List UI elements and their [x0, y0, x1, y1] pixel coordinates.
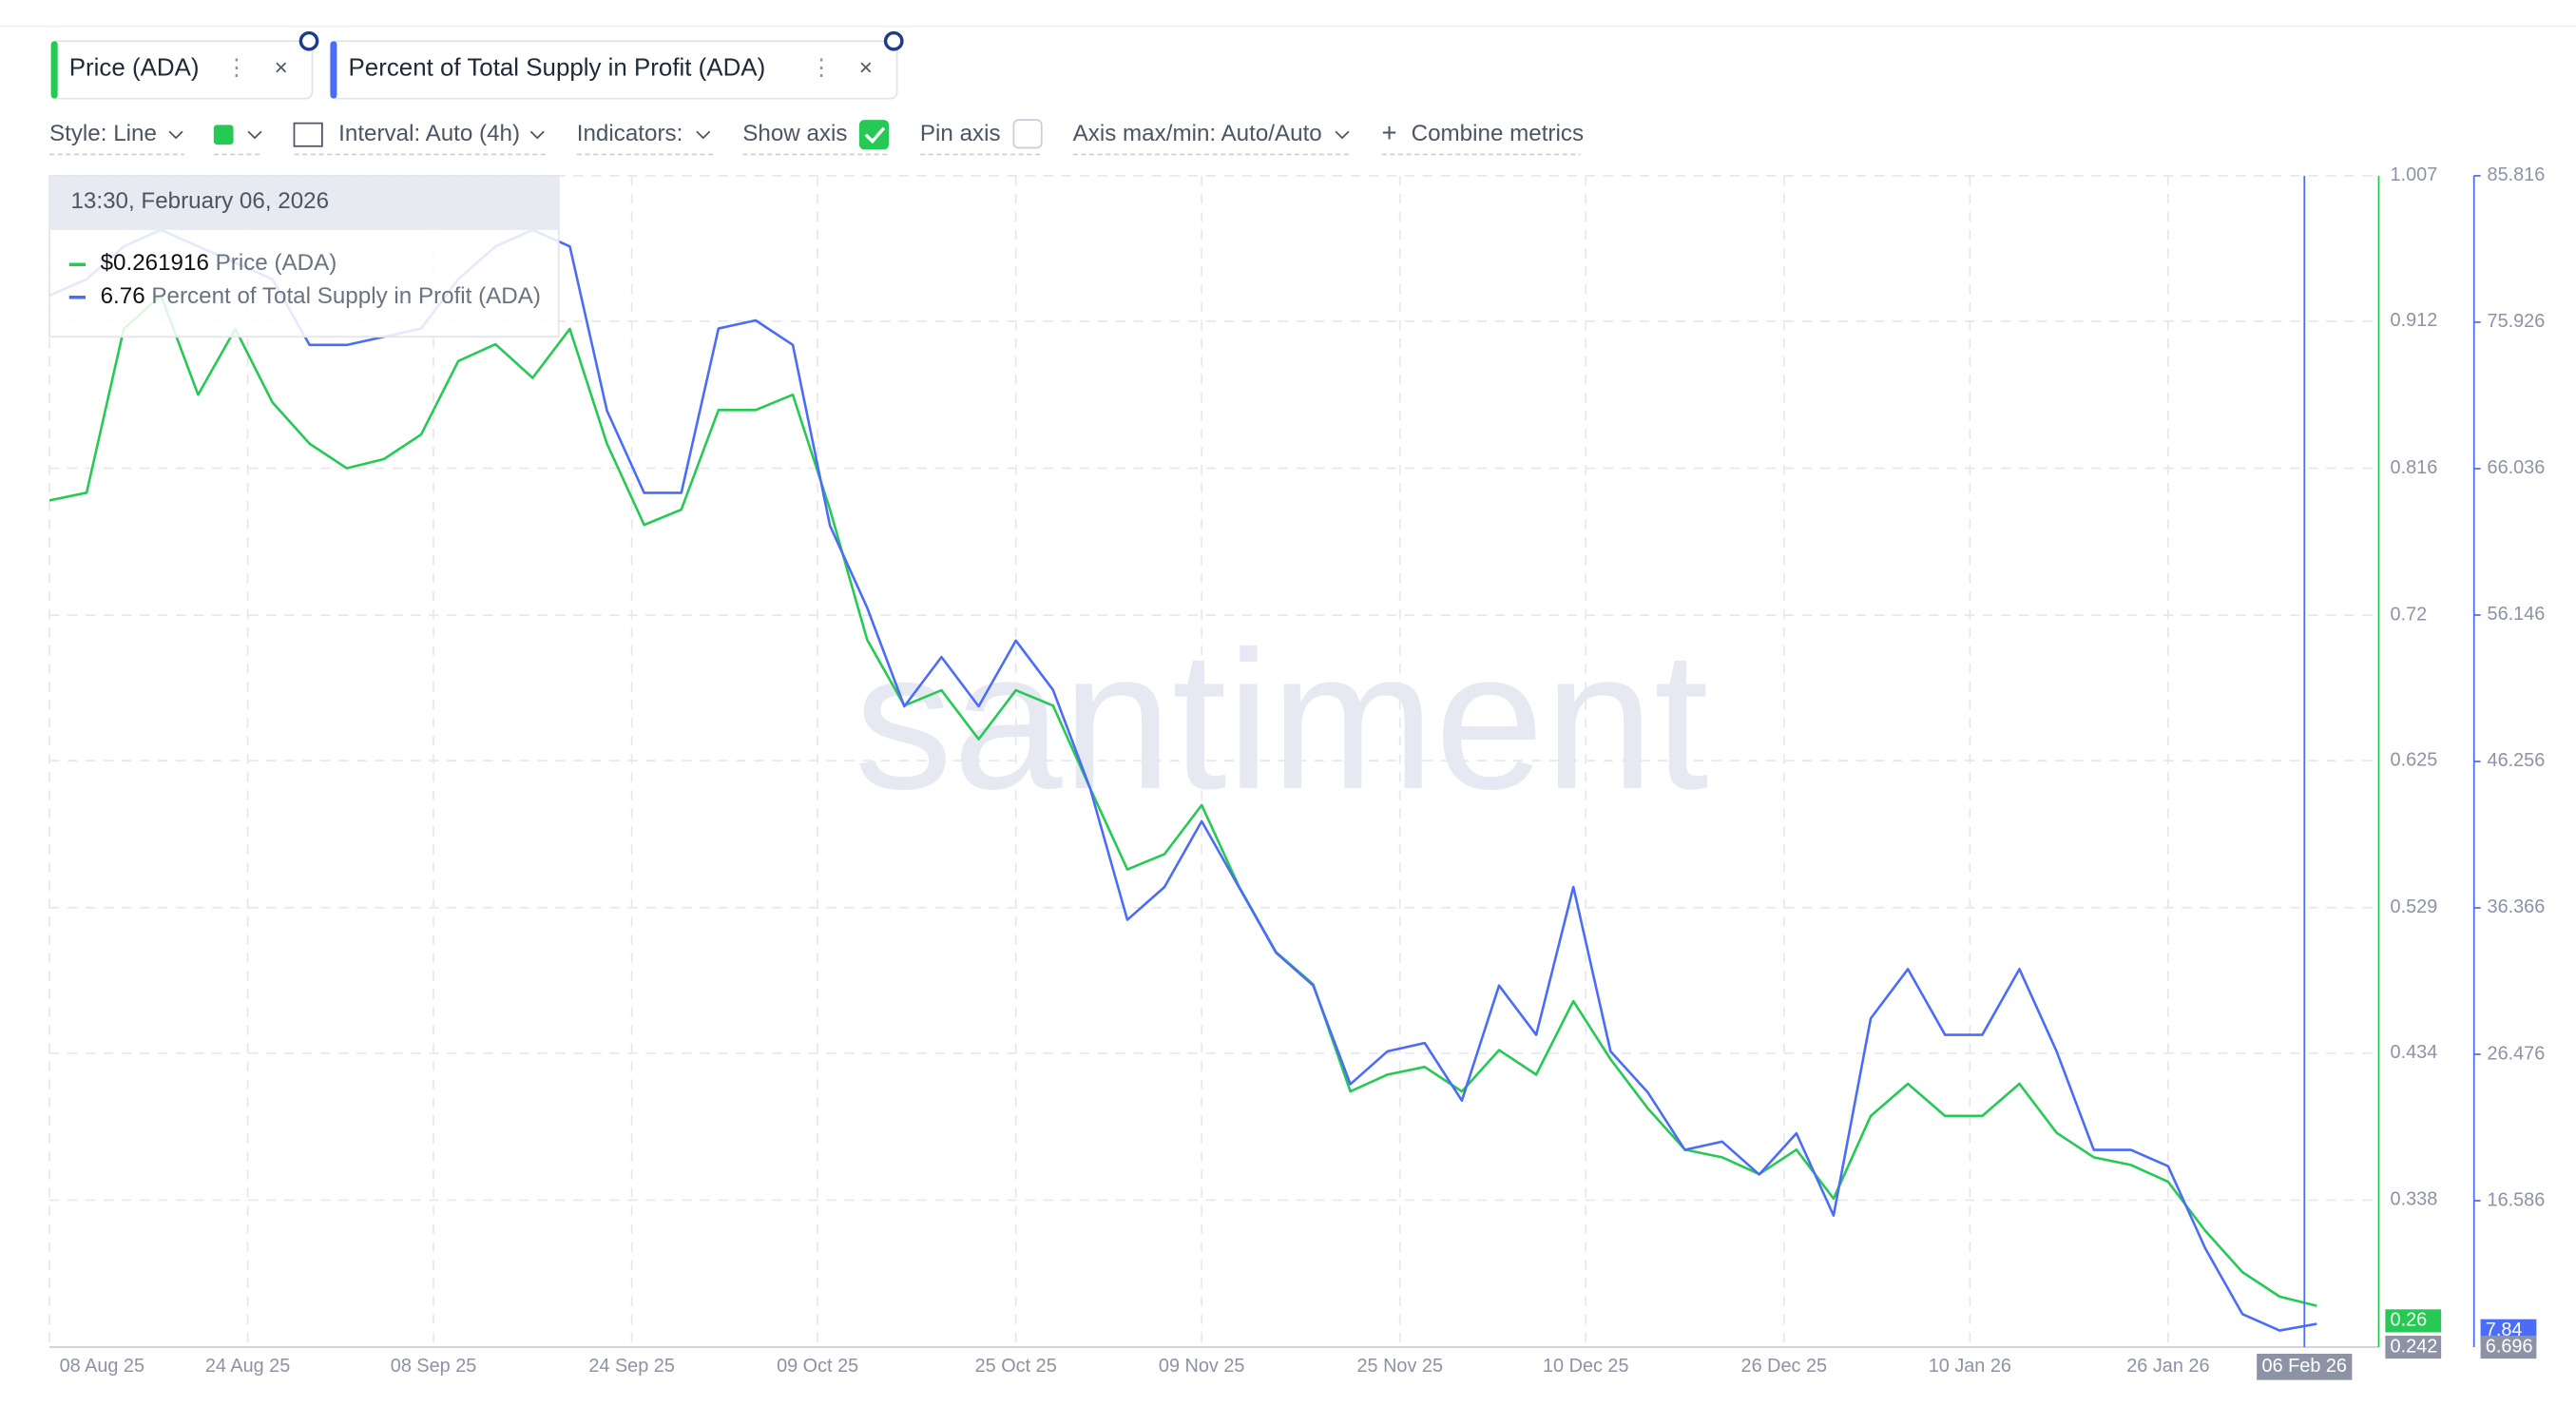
- x-tick-label: 09 Oct 25: [777, 1356, 858, 1377]
- tab[interactable]: Percent of Total Supply in Profit (ADA) …: [329, 30, 904, 100]
- y2-tick-label: 36.366: [2488, 896, 2546, 917]
- percent-axis-min-bg: [2480, 1335, 2537, 1359]
- price-axis-min: 0.242: [2391, 1336, 2438, 1357]
- y-tick-label: 0.912: [2391, 310, 2438, 331]
- percent-current: 7.84: [2486, 1320, 2523, 1340]
- tooltip-value: 6.76: [101, 283, 145, 309]
- tab[interactable]: Price (ADA) ⋮ ×: [49, 30, 319, 100]
- tooltip-row: 6.76 Percent of Total Supply in Profit (…: [101, 283, 541, 309]
- y-tick-label: 1.007: [2391, 164, 2438, 185]
- svg-text:⋮: ⋮: [810, 55, 833, 81]
- style-select[interactable]: Style: Line: [49, 121, 157, 146]
- y-tick-label: 0.816: [2391, 457, 2438, 478]
- x-tick-label: 09 Nov 25: [1159, 1356, 1245, 1377]
- y2-tick-label: 66.036: [2488, 457, 2546, 478]
- y2-tick-label: 16.586: [2488, 1189, 2546, 1210]
- y-tick-label: 0.72: [2391, 604, 2428, 625]
- tooltip-time: 13:30, February 06, 2026: [70, 188, 329, 214]
- x-tick-label: 24 Sep 25: [588, 1356, 675, 1377]
- color-picker[interactable]: [213, 125, 234, 145]
- combine-metrics[interactable]: Combine metrics: [1412, 121, 1584, 146]
- price-axis-min-bg: [2385, 1335, 2442, 1359]
- x-tick-label: 10 Jan 26: [1929, 1356, 2011, 1377]
- toolbar: Style: Line Interval: Auto (4h) Indicato…: [49, 118, 1584, 156]
- x-tick-label: 25 Oct 25: [975, 1356, 1057, 1377]
- show-axis-label[interactable]: Show axis: [742, 121, 847, 146]
- svg-text:×: ×: [275, 55, 288, 81]
- y-tick-label: 0.434: [2391, 1042, 2438, 1063]
- x-tick-label: 26 Dec 25: [1741, 1356, 1828, 1377]
- x-tick-label: 24 Aug 25: [205, 1356, 290, 1377]
- tab-label[interactable]: Percent of Total Supply in Profit (ADA): [349, 54, 766, 81]
- x-tick-label: 10 Dec 25: [1543, 1356, 1629, 1377]
- watermark: santiment: [855, 609, 1709, 830]
- axis-minmax-select[interactable]: Axis max/min: Auto/Auto: [1073, 121, 1322, 146]
- tooltip-metric: Price (ADA): [216, 251, 337, 277]
- tooltip-value: $0.261916: [101, 251, 209, 277]
- y2-tick-label: 75.926: [2488, 311, 2546, 332]
- y-tick-label: 0.529: [2391, 896, 2438, 917]
- pin-axis-label[interactable]: Pin axis: [920, 121, 1001, 146]
- y-tick-label: 0.625: [2391, 749, 2438, 770]
- svg-text:+: +: [1382, 118, 1397, 147]
- indicators-select[interactable]: Indicators:: [577, 121, 683, 146]
- interval-select[interactable]: Interval: Auto (4h): [338, 121, 520, 146]
- pin-axis-checkbox[interactable]: [1012, 119, 1043, 149]
- crosshair-date: 06 Feb 26: [2262, 1356, 2347, 1377]
- y2-tick-label: 26.476: [2488, 1043, 2546, 1064]
- price-current: 0.26: [2391, 1310, 2428, 1331]
- tab-label[interactable]: Price (ADA): [69, 54, 200, 81]
- y2-tick-label: 85.816: [2488, 164, 2546, 185]
- x-tick-label: 26 Jan 26: [2126, 1356, 2209, 1377]
- crosshair-badge: [2257, 1353, 2353, 1380]
- y2-tick-label: 46.256: [2488, 750, 2546, 771]
- y-tick-label: 0.338: [2391, 1189, 2438, 1210]
- series-line: [48, 294, 2317, 1307]
- tooltip-metric: Percent of Total Supply in Profit (ADA): [151, 283, 541, 309]
- svg-text:×: ×: [859, 55, 873, 81]
- price-current-bg: [2385, 1309, 2442, 1333]
- x-tick-label: 08 Sep 25: [391, 1356, 477, 1377]
- percent-axis-min: 6.696: [2486, 1336, 2533, 1357]
- show-axis-checkbox[interactable]: [858, 120, 890, 150]
- x-tick-label: 08 Aug 25: [60, 1356, 144, 1377]
- tooltip-row: $0.261916 Price (ADA): [101, 251, 337, 277]
- x-tick-label: 25 Nov 25: [1356, 1356, 1443, 1377]
- svg-text:⋮: ⋮: [225, 55, 248, 81]
- tooltip: 13:30, February 06, 2026 $0.261916 Price…: [48, 175, 560, 338]
- y2-tick-label: 56.146: [2488, 604, 2546, 625]
